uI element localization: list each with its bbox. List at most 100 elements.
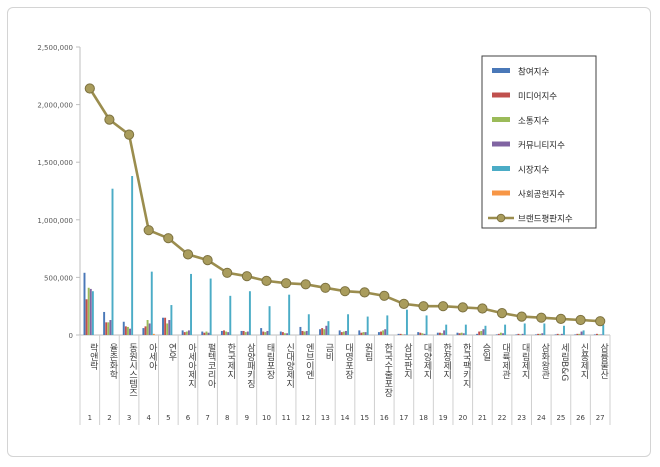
x-tick-label: 한창제지 [441, 343, 451, 380]
rank-label: 22 [498, 414, 507, 422]
bar [166, 323, 169, 335]
bar [299, 326, 302, 335]
x-tick-label: 대륙제관 [500, 343, 510, 379]
bar [541, 333, 544, 335]
bar [397, 333, 400, 335]
line-point [457, 302, 468, 313]
bar [580, 331, 583, 335]
legend-swatch [492, 166, 510, 171]
bar [83, 272, 86, 335]
bar [419, 332, 422, 335]
rank-label: 1 [88, 414, 92, 422]
line-point [202, 255, 213, 266]
x-tick-label: 락앤락 [88, 342, 98, 371]
bar [556, 333, 559, 335]
rank-label: 14 [341, 414, 350, 422]
line-point [438, 301, 449, 312]
bar [279, 331, 282, 335]
bar [521, 333, 524, 335]
bar [240, 330, 243, 335]
bar [220, 330, 223, 335]
bar [600, 334, 603, 335]
rank-label: 7 [205, 414, 209, 422]
line-point [84, 83, 95, 94]
bar [574, 334, 577, 335]
rank-label: 26 [576, 414, 585, 422]
bar [209, 278, 212, 335]
bar [207, 332, 210, 335]
rank-label: 21 [478, 414, 487, 422]
line-point [595, 316, 606, 327]
rank-label: 3 [127, 414, 131, 422]
bar [185, 331, 188, 335]
bar [170, 305, 173, 335]
bar [225, 331, 228, 335]
x-tick-label: 삼양패키징 [245, 343, 255, 388]
y-tick-label: 1,000,000 [37, 217, 73, 225]
bar [377, 332, 380, 335]
bar [438, 332, 441, 335]
bar [89, 288, 92, 335]
x-tick-label: 한국팩키지 [461, 343, 471, 389]
bar [301, 330, 304, 335]
bar [126, 326, 129, 335]
bar [441, 333, 443, 335]
bar [539, 333, 542, 335]
bar [266, 330, 269, 335]
bar [246, 331, 249, 335]
rank-label: 8 [225, 414, 229, 422]
legend-swatch [492, 68, 510, 73]
bar [384, 329, 387, 335]
bar [229, 295, 232, 335]
bar [560, 333, 563, 335]
rank-label: 6 [186, 414, 191, 422]
bar [360, 332, 363, 335]
y-tick-label: 2,500,000 [37, 44, 73, 52]
rank-label: 18 [419, 414, 428, 422]
bar [85, 299, 88, 335]
line-point [104, 114, 115, 125]
line-point [261, 275, 272, 286]
y-tick-label: 2,000,000 [37, 102, 73, 110]
rank-label: 11 [282, 414, 291, 422]
rank-label: 17 [399, 414, 408, 422]
x-tick-label: 동원시스템즈 [127, 343, 137, 397]
line-point [359, 287, 370, 298]
line-point [281, 278, 292, 289]
rank-label: 20 [458, 414, 467, 422]
legend-label: 커뮤니티지수 [518, 140, 565, 151]
bar [242, 330, 245, 335]
bar [260, 328, 263, 335]
bar [517, 333, 520, 335]
x-tick-label: 대양제지 [422, 343, 432, 380]
bar [190, 273, 192, 335]
bar [403, 334, 406, 335]
bar [495, 334, 498, 335]
bar [476, 333, 479, 335]
x-tick-label: 삼화왕관 [539, 343, 549, 379]
rank-label: 4 [146, 414, 151, 422]
bar [150, 271, 153, 335]
bar [268, 306, 271, 335]
bar [288, 294, 291, 335]
bar [345, 330, 347, 335]
bar [340, 332, 343, 335]
bar [152, 333, 155, 335]
bar [205, 331, 208, 335]
bar [124, 326, 127, 335]
y-tick-label: 0 [69, 332, 73, 340]
legend-swatch [492, 92, 510, 98]
x-tick-label: 승일 [480, 343, 490, 361]
bar [596, 333, 598, 335]
bar [187, 330, 190, 335]
rank-label: 2 [107, 414, 111, 422]
bar [563, 325, 565, 335]
bar [497, 333, 500, 335]
bar [386, 315, 389, 335]
bar [87, 287, 90, 335]
bar [362, 332, 365, 335]
x-tick-label: 엔브이엔 [304, 343, 314, 379]
legend-swatch [492, 190, 510, 196]
x-tick-label: 한국수출포장 [382, 343, 392, 397]
line-point [536, 312, 547, 323]
